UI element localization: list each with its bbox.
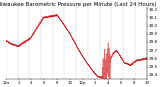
Title: Milwaukee Barometric Pressure per Minute (Last 24 Hours): Milwaukee Barometric Pressure per Minute… [0,2,157,7]
